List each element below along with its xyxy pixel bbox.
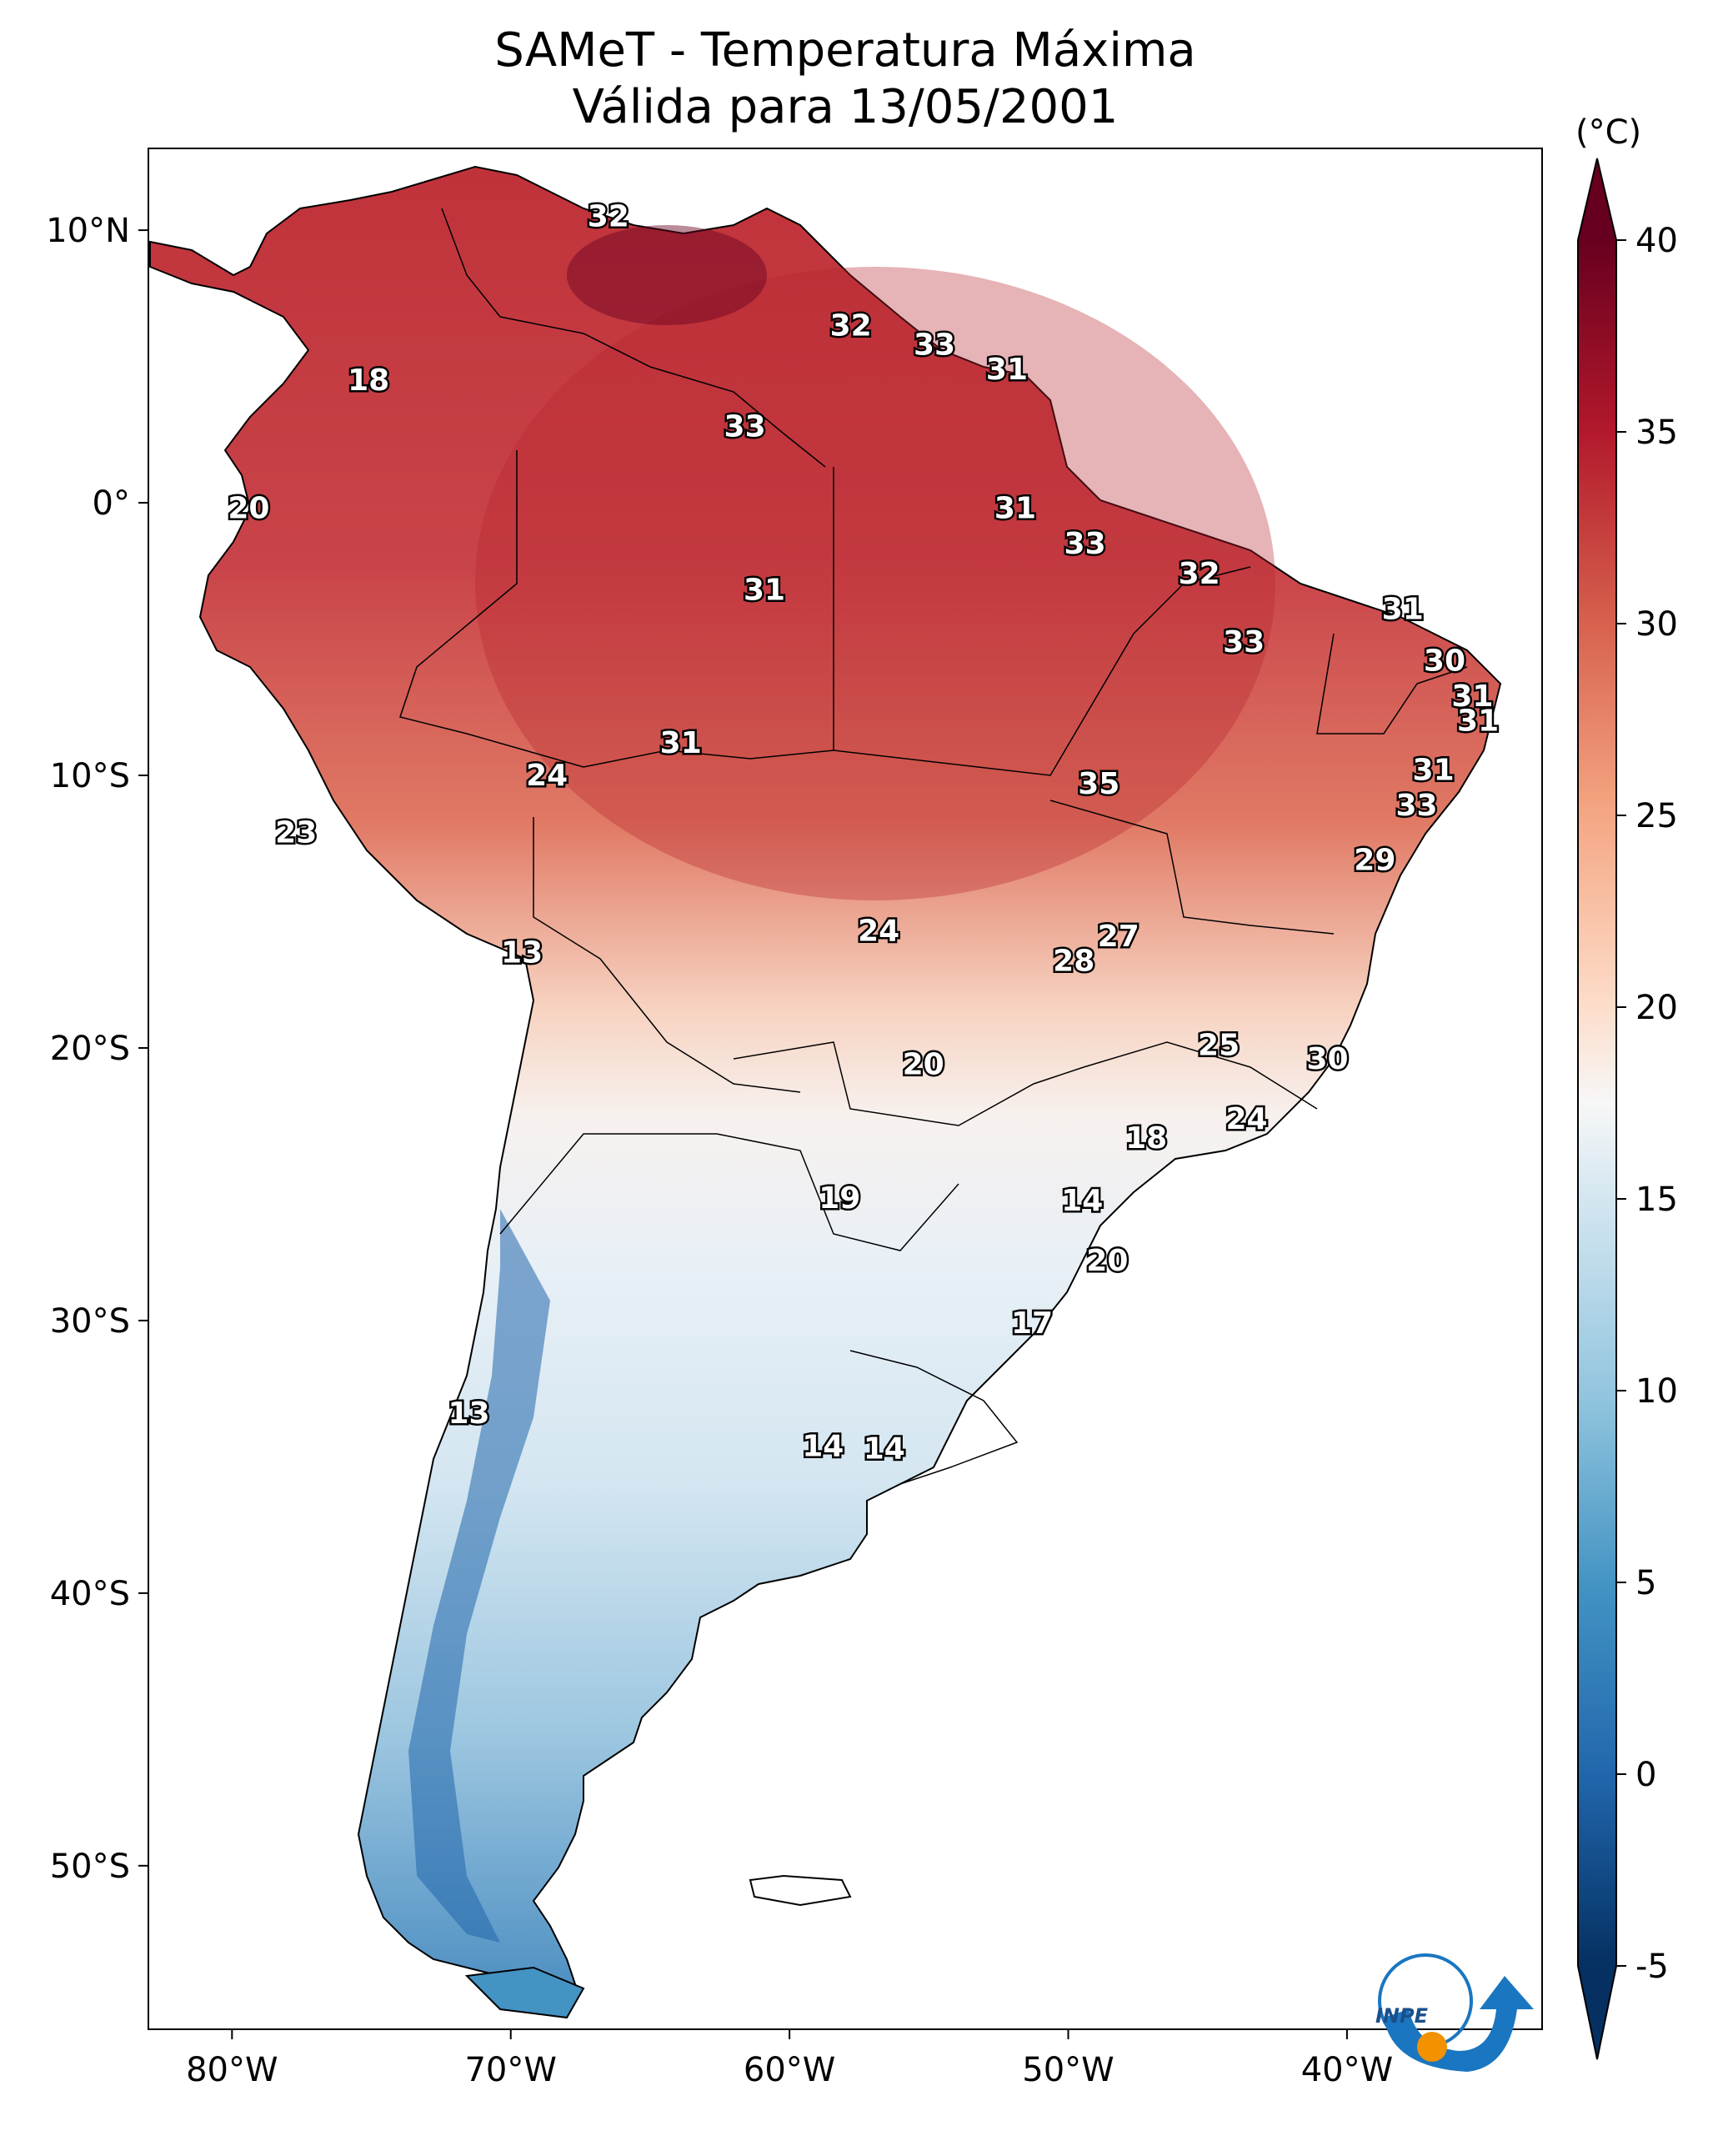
- temperature-label: 19: [819, 1181, 860, 1216]
- andes-cold-strip: [408, 1209, 550, 1943]
- temperature-label: 20: [228, 492, 269, 526]
- y-axis-ticks: 10°N 0° 10°S 20°S 30°S 40°S 50°S: [46, 212, 148, 1886]
- colorbar-tick-label: -5: [1635, 1948, 1669, 1986]
- colorbar-gradient: [1578, 240, 1616, 1966]
- temperature-label: 33: [914, 328, 955, 362]
- x-tick-label: 40°W: [1301, 2051, 1393, 2089]
- x-tick-label: 60°W: [744, 2051, 835, 2089]
- inpe-logo: INPE: [1375, 1953, 1534, 2072]
- temperature-label: 31: [1457, 704, 1499, 739]
- temperature-label: 14: [1061, 1184, 1103, 1218]
- x-tick-label: 80°W: [186, 2051, 278, 2089]
- y-tick-label: 30°S: [50, 1302, 130, 1341]
- temperature-label: 31: [744, 574, 785, 608]
- temperature-label: 31: [1413, 753, 1455, 787]
- temperature-label: 30: [1424, 644, 1465, 679]
- temperature-label: 13: [448, 1396, 490, 1431]
- temperature-label: 18: [1125, 1121, 1167, 1156]
- temperature-label: 24: [526, 759, 568, 793]
- y-tick-label: 0°: [93, 484, 130, 523]
- hot-region-shading: [475, 267, 1275, 900]
- y-tick-label: 40°S: [50, 1575, 130, 1613]
- continent-layer: [149, 165, 1502, 2019]
- temperature-label: 18: [348, 364, 389, 398]
- map-title-line-1: SAMeT - Temperatura Máxima: [494, 23, 1196, 78]
- temperature-label: 35: [1078, 767, 1119, 801]
- temperature-label: 24: [858, 914, 899, 948]
- temperature-label: 17: [1011, 1306, 1053, 1341]
- temperature-label: 31: [660, 726, 702, 760]
- colorbar-tick-label: 20: [1635, 989, 1678, 1027]
- colorbar-tick-label: 25: [1635, 797, 1678, 835]
- x-tick-label: 70°W: [464, 2051, 556, 2089]
- y-tick-label: 10°N: [46, 212, 130, 250]
- colorbar-extend-max: [1578, 158, 1616, 240]
- temperature-label: 25: [1198, 1029, 1240, 1063]
- temperature-label: 23: [275, 816, 317, 850]
- colorbar-tick-label: 40: [1635, 222, 1678, 260]
- colorbar-tick-label: 5: [1635, 1564, 1656, 1602]
- colorbar-tick-label: 15: [1635, 1181, 1678, 1219]
- temperature-label: 20: [1086, 1244, 1128, 1278]
- y-tick-label: 50°S: [50, 1848, 130, 1886]
- colorbar-tick-label: 10: [1635, 1372, 1678, 1411]
- falkland-islands: [749, 1874, 852, 1907]
- temperature-label: 31: [986, 353, 1028, 387]
- temperature-label: 28: [1053, 944, 1094, 978]
- inpe-sun: [1417, 2032, 1447, 2062]
- temperature-label: 27: [1098, 920, 1139, 954]
- temperature-label: 14: [802, 1429, 844, 1463]
- temperature-label: 31: [1451, 679, 1493, 714]
- inpe-logo-text: INPE: [1375, 2004, 1429, 2028]
- y-tick-label: 10°S: [50, 757, 130, 795]
- x-tick-label: 50°W: [1022, 2051, 1114, 2089]
- country-borders: [399, 208, 1468, 1485]
- colorbar-tick-label: 30: [1635, 605, 1678, 644]
- temperature-label: 32: [588, 200, 629, 234]
- temperature-label: 24: [1225, 1102, 1267, 1136]
- colorbar-extend-min: [1578, 1966, 1616, 2059]
- temperature-label: 20: [903, 1048, 944, 1082]
- colorbar-ticks: 40 35 30 25 20 15 10 5 0 -5: [1616, 222, 1678, 1986]
- colorbar-unit: (°C): [1575, 113, 1641, 152]
- temperature-label: 33: [724, 409, 766, 444]
- y-tick-label: 20°S: [50, 1030, 130, 1068]
- temperature-label: 33: [1395, 789, 1437, 823]
- colorbar-tick-label: 0: [1635, 1756, 1656, 1794]
- temperature-label: 31: [994, 492, 1036, 526]
- temperature-label: 13: [501, 936, 543, 970]
- temperature-label: 32: [1179, 557, 1220, 591]
- temperature-label: 29: [1354, 843, 1395, 877]
- temperature-label: 33: [1223, 625, 1265, 659]
- temperature-label: 32: [830, 309, 872, 343]
- temperature-label: 33: [1064, 527, 1106, 561]
- map-title-line-2: Válida para 13/05/2001: [572, 80, 1119, 134]
- x-axis-ticks: 80°W 70°W 60°W 50°W 40°W: [186, 2029, 1393, 2089]
- temperature-label: 30: [1306, 1042, 1348, 1076]
- temperature-label: 14: [864, 1432, 905, 1467]
- colorbar: (°C) 40 35 30 25 20 15 10 5 0 -5: [1575, 113, 1678, 2060]
- tierra-del-fuego: [464, 1966, 585, 2019]
- hot-region-north-shading: [567, 225, 767, 325]
- temperature-label: 31: [1382, 593, 1424, 627]
- colorbar-tick-label: 35: [1635, 414, 1678, 452]
